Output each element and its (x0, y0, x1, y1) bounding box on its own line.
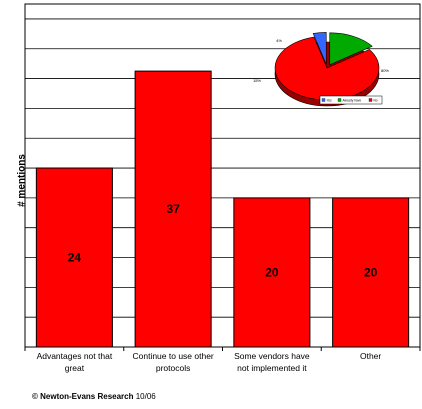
bar-value-label: 20 (364, 265, 378, 279)
pie-slice-label: 15% (253, 78, 261, 83)
inset-pie-chart: 4% 15% 80% Yes Already have No (253, 32, 389, 107)
pie-slice (329, 32, 373, 66)
bar (35, 167, 113, 348)
category-label: not implemented it (237, 363, 307, 373)
pie-legend-swatch (321, 98, 326, 102)
category-label: Advantages not that (37, 351, 113, 361)
pie-legend (319, 95, 383, 105)
category-label: protocols (156, 363, 191, 373)
bar-value-label: 24 (68, 251, 82, 265)
pie-legend-label: Yes (327, 99, 333, 103)
pie-slice (274, 36, 380, 101)
bar-value-label: 20 (265, 265, 279, 279)
pie-slice-label: 4% (276, 38, 282, 43)
bar (332, 197, 410, 348)
category-label: Other (360, 351, 381, 361)
footer-date: 10/06 (135, 392, 156, 401)
category-label: great (65, 363, 85, 373)
bar (134, 70, 212, 348)
category-label: Some vendors have (234, 351, 310, 361)
pie-legend-swatch (368, 98, 373, 102)
pie-slice-label: 80% (381, 68, 389, 73)
copyright-footer: © Newton-Evans Research 10/06 (32, 392, 156, 401)
pie-legend-label: No (374, 99, 378, 103)
bar-value-label: 37 (166, 202, 180, 216)
pie-legend-swatch (337, 98, 342, 102)
bar (233, 197, 311, 348)
pie-legend-label: Already have (343, 99, 362, 103)
category-label: Continue to use other (132, 351, 213, 361)
footer-brand: © Newton-Evans Research (32, 392, 134, 401)
pie-slice (312, 32, 327, 65)
